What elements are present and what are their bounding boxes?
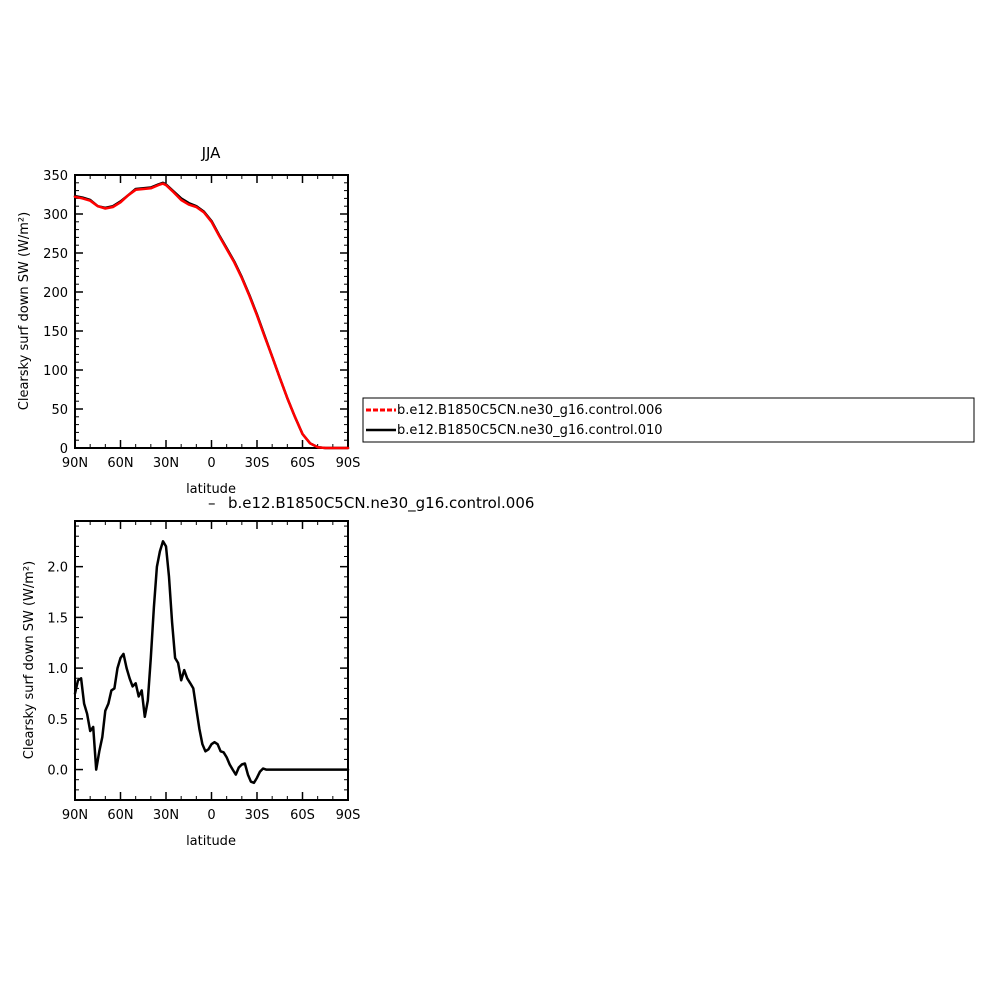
bottom-y-tick-label: 1.0 (47, 662, 68, 677)
bottom-series-line-0 (73, 540, 350, 785)
legend-label-006: b.e12.B1850C5CN.ne30_g16.control.006 (397, 403, 663, 418)
bottom-panel-title: b.e12.B1850C5CN.ne30_g16.control.006 (228, 494, 534, 513)
bottom-panel-dash: – (208, 494, 216, 512)
bottom-x-axis-label: latitude (186, 834, 236, 849)
bottom-x-tick-label: 60S (290, 808, 315, 823)
top-y-tick-label: 200 (43, 286, 68, 301)
bottom-panel: – b.e12.B1850C5CN.ne30_g16.control.006 9… (22, 494, 534, 849)
bottom-x-tick-label: 30S (245, 808, 270, 823)
top-panel-title: JJA (201, 144, 222, 162)
bottom-y-tick-label: 0.0 (47, 764, 68, 779)
top-y-tick-label: 150 (43, 325, 68, 340)
top-y-tick-label: 0 (60, 442, 68, 457)
top-x-tick-label: 90S (336, 456, 361, 471)
top-x-tick-label: 90N (62, 456, 88, 471)
top-series-line-0 (73, 182, 350, 450)
top-y-tick-label: 250 (43, 247, 68, 262)
bottom-x-tick-label: 30N (153, 808, 179, 823)
legend: b.e12.B1850C5CN.ne30_g16.control.006 b.e… (362, 397, 975, 443)
legend-box (362, 397, 975, 443)
bottom-x-tick-label: 90N (62, 808, 88, 823)
top-x-tick-label: 30N (153, 456, 179, 471)
top-y-tick-label: 50 (51, 403, 68, 418)
top-y-tick-label: 350 (43, 169, 68, 184)
legend-label-010: b.e12.B1850C5CN.ne30_g16.control.010 (397, 423, 663, 438)
top-y-axis-label: Clearsky surf down SW (W/m²) (17, 212, 32, 410)
top-x-tick-label: 0 (207, 456, 215, 471)
bottom-x-tick-label: 90S (336, 808, 361, 823)
bottom-plot-frame (74, 520, 349, 801)
top-x-axis-label: latitude (186, 482, 236, 497)
top-plot-frame (74, 174, 349, 449)
bottom-x-tick-label: 0 (207, 808, 215, 823)
top-x-tick-label: 60S (290, 456, 315, 471)
bottom-y-axis-label: Clearsky surf down SW (W/m²) (22, 561, 37, 759)
top-panel: JJA 90N 60N 30N 0 30S 60S 90S 0 50 100 150 200 250 30… (17, 144, 360, 497)
top-y-tick-label: 300 (43, 208, 68, 223)
bottom-x-tick-label: 60N (107, 808, 133, 823)
top-y-tick-label: 100 (43, 364, 68, 379)
top-x-tick-label: 60N (107, 456, 133, 471)
top-x-tick-label: 30S (245, 456, 270, 471)
bottom-y-tick-label: 2.0 (47, 561, 68, 576)
bottom-y-tick-label: 0.5 (47, 713, 68, 728)
bottom-y-tick-label: 1.5 (47, 611, 68, 626)
